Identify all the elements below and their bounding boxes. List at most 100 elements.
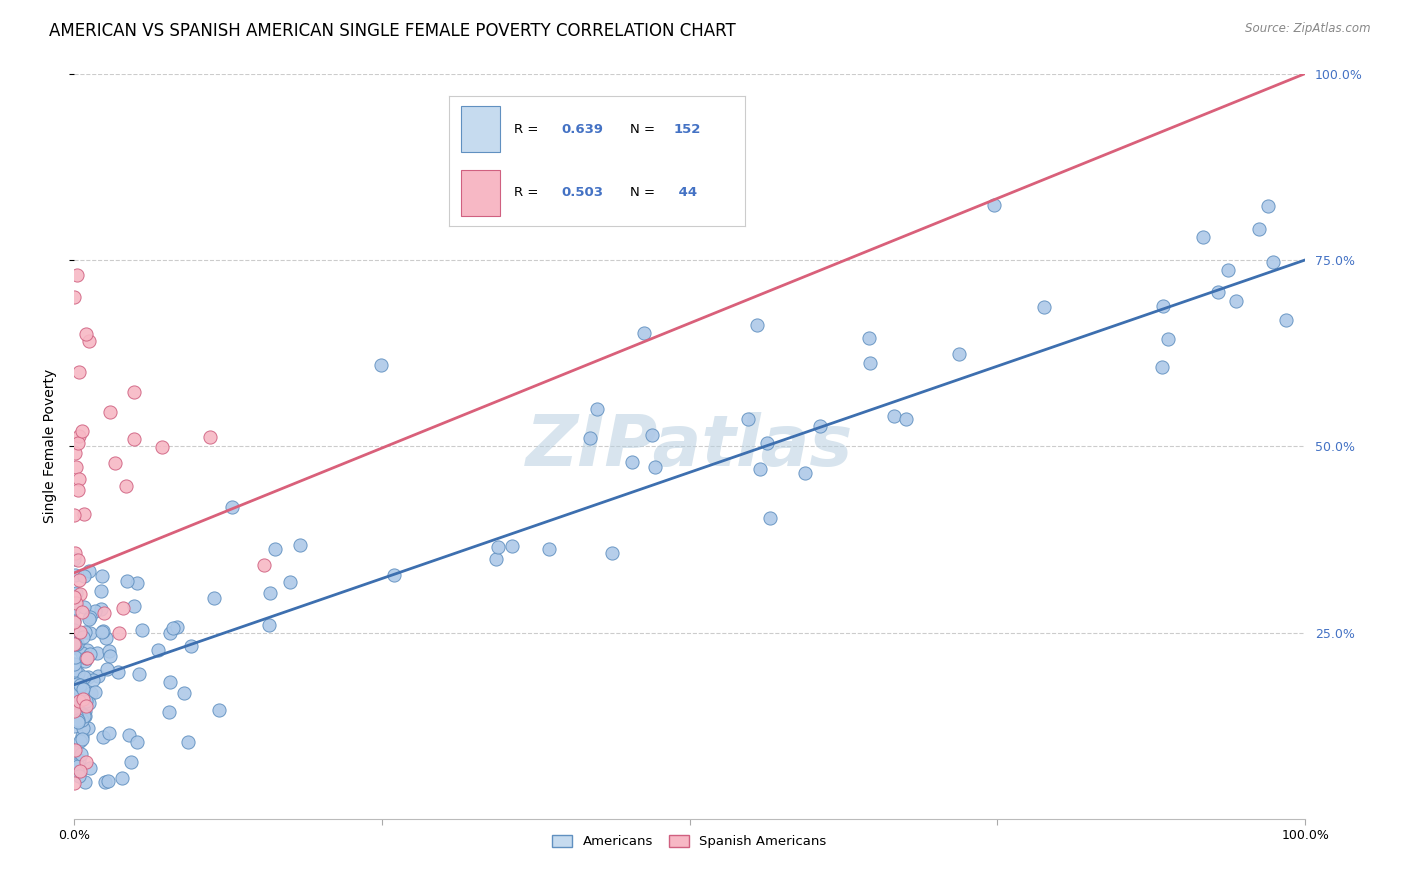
Point (91, 624, 114, 638)
Point (69, 625, 91, 640)
Point (107, 625, 129, 640)
Point (66, 715, 89, 730)
Point (67, 365, 90, 379)
Point (810, 419, 832, 434)
Point (63, 637, 86, 651)
Point (77, 564, 100, 578)
Point (70, 646, 93, 660)
Point (579, 431, 602, 445)
Point (67, 573, 90, 587)
Point (501, 539, 523, 553)
Point (65, 708, 87, 723)
Point (166, 620, 188, 634)
Point (177, 735, 200, 749)
Point (77, 696, 100, 710)
Point (65, 460, 87, 475)
Point (488, 541, 510, 555)
Point (73, 599, 96, 614)
Text: ZIPatlas: ZIPatlas (526, 412, 853, 481)
Text: AMERICAN VS SPANISH AMERICAN SINGLE FEMALE POVERTY CORRELATION CHART: AMERICAN VS SPANISH AMERICAN SINGLE FEMA… (49, 22, 735, 40)
Point (65, 586, 87, 600)
Point (63, 623, 86, 637)
Point (66, 677, 89, 691)
Point (70, 606, 93, 620)
Point (63, 704, 86, 718)
Point (66, 759, 89, 773)
Point (72, 630, 94, 644)
Point (63, 776, 86, 790)
Point (70, 425, 93, 439)
Point (73, 625, 96, 640)
Point (93, 606, 115, 620)
Point (1218, 263, 1240, 277)
Point (65, 596, 87, 610)
Point (118, 727, 141, 741)
Point (146, 642, 169, 657)
Point (264, 542, 287, 557)
Point (62, 590, 84, 604)
Point (75, 654, 97, 668)
Point (84, 604, 107, 618)
Point (104, 456, 127, 470)
Point (63, 657, 86, 672)
Point (98, 405, 121, 419)
Point (67, 769, 90, 783)
Point (859, 356, 882, 370)
Point (122, 599, 145, 613)
Point (67, 483, 90, 498)
Point (115, 574, 138, 588)
Point (159, 674, 181, 689)
Point (97, 773, 120, 788)
Point (63, 683, 86, 698)
Point (65, 639, 87, 653)
Point (62, 587, 84, 601)
Point (72, 721, 94, 735)
Point (76, 651, 98, 665)
Point (86, 646, 108, 660)
Point (620, 455, 643, 469)
Point (72, 713, 94, 727)
Point (75, 756, 97, 770)
Point (83, 673, 105, 687)
Point (90, 584, 112, 599)
Point (600, 545, 623, 559)
Point (73, 774, 96, 789)
Point (1192, 230, 1215, 244)
Point (69, 734, 91, 748)
Point (883, 409, 905, 423)
Point (157, 705, 180, 719)
Point (112, 601, 135, 615)
Point (62, 615, 84, 630)
Point (125, 575, 148, 590)
Point (257, 618, 280, 632)
Point (65, 636, 87, 650)
Point (79, 626, 101, 640)
Point (1150, 359, 1173, 374)
Point (87, 668, 110, 682)
Point (63, 742, 86, 756)
Point (983, 198, 1005, 212)
Point (125, 735, 148, 749)
Point (63, 587, 86, 601)
Point (73, 670, 96, 684)
Point (173, 685, 195, 699)
Point (221, 500, 243, 514)
Point (65, 446, 87, 460)
Point (63, 687, 86, 701)
Point (208, 703, 231, 717)
Point (62, 718, 84, 732)
Point (62, 290, 84, 304)
Point (73, 709, 96, 723)
Point (75, 698, 97, 713)
Point (63, 746, 86, 760)
Point (1157, 332, 1180, 346)
Point (90, 602, 112, 616)
Point (63, 614, 86, 628)
Point (63, 743, 86, 757)
Point (77, 669, 100, 683)
Point (128, 667, 150, 681)
Point (894, 412, 917, 426)
Point (96, 632, 118, 646)
Point (259, 586, 281, 600)
Legend: Americans, Spanish Americans: Americans, Spanish Americans (547, 830, 832, 854)
